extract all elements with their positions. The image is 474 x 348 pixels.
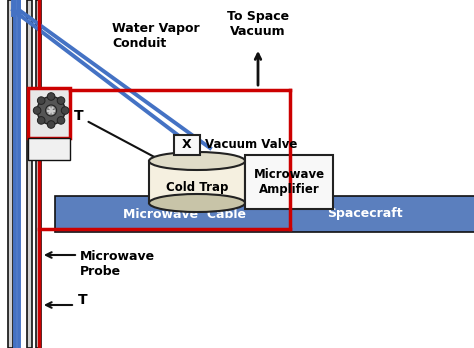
Circle shape — [61, 107, 69, 114]
Text: X: X — [182, 139, 192, 151]
Text: Microwave
Probe: Microwave Probe — [80, 250, 155, 278]
Bar — [55, 196, 474, 232]
Circle shape — [49, 108, 54, 113]
Text: Spacecraft: Spacecraft — [327, 207, 403, 221]
Bar — [8, 0, 13, 348]
Circle shape — [37, 117, 45, 124]
Text: T: T — [74, 109, 83, 122]
Circle shape — [37, 97, 45, 104]
Text: Water Vapor
Conduit: Water Vapor Conduit — [112, 22, 200, 50]
Bar — [174, 135, 200, 155]
Ellipse shape — [149, 194, 245, 212]
Text: Microwave
Amplifier: Microwave Amplifier — [254, 168, 325, 196]
Circle shape — [33, 107, 41, 114]
Circle shape — [37, 96, 65, 125]
Ellipse shape — [149, 152, 245, 170]
Bar — [27, 0, 32, 348]
Bar — [28, 138, 70, 160]
Bar — [245, 155, 333, 209]
Text: Cold Trap: Cold Trap — [166, 182, 228, 195]
Bar — [149, 161, 245, 203]
Text: To Space
Vacuum: To Space Vacuum — [227, 10, 289, 38]
Circle shape — [47, 93, 55, 100]
Bar — [28, 88, 70, 138]
Circle shape — [57, 117, 65, 124]
Text: T: T — [78, 293, 88, 307]
Text: Microwave  Cable: Microwave Cable — [124, 207, 246, 221]
Bar — [36, 0, 41, 348]
Circle shape — [57, 97, 65, 104]
Circle shape — [47, 121, 55, 128]
Circle shape — [46, 105, 56, 116]
Text: Vacuum Valve: Vacuum Valve — [205, 139, 297, 151]
